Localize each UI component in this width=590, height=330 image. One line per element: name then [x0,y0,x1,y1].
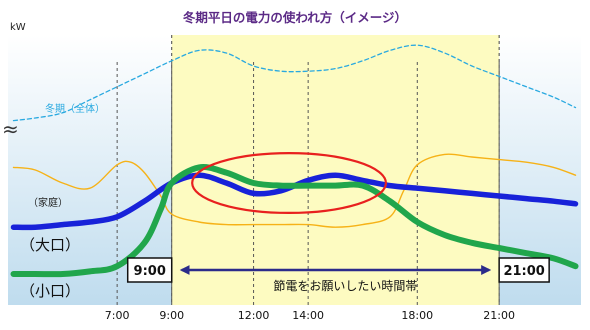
x-axis-ticks: 7:00 9:00 12:00 14:00 18:00 21:00 [105,309,515,322]
x-tick-label: 18:00 [401,309,433,322]
series-line-household [12,153,577,228]
x-tick-label: 14:00 [292,309,324,322]
end-time-box [498,257,550,283]
x-tick-label: 21:00 [483,309,515,322]
start-time-box [126,257,173,283]
series-line-winter-total [12,44,577,122]
series-line-small [10,164,579,278]
x-tick-label: 9:00 [159,309,184,322]
series-label-large: （大口） [20,236,80,254]
highlight-ellipse [191,152,388,215]
x-tick-label: 7:00 [105,309,130,322]
axis-break-symbol: ≈ [2,117,19,141]
series-label-household: （家庭） [28,196,68,209]
chart-title: 冬期平日の電力の使われ方（イメージ） [183,10,407,25]
time-range: 9:00 21:00 節電をお願いしたい時間帯 [126,257,550,293]
series-label-winter-total: 冬期（全体） [45,102,105,115]
series-label-small: （小口） [20,282,80,300]
start-time-label: 9:00 [134,264,166,279]
y-axis-unit: kW [10,22,26,33]
series-lines [10,44,579,278]
end-time-label: 21:00 [503,264,544,279]
peak-period-label: 節電をお願いしたい時間帯 [273,278,417,293]
x-tick-label: 12:00 [238,309,270,322]
